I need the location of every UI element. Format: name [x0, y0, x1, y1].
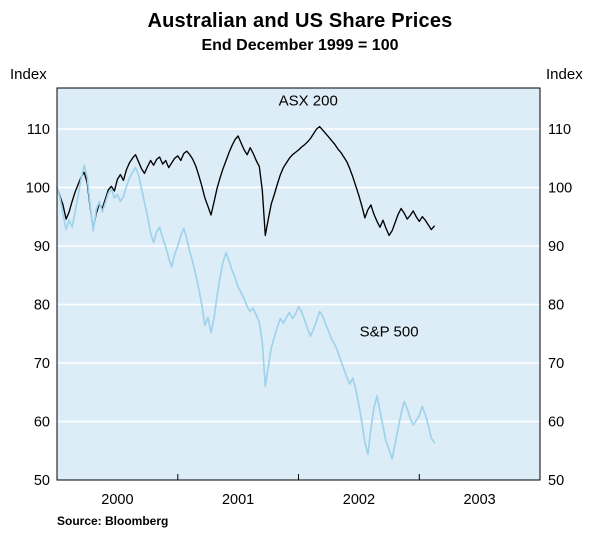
- y-axis-label-left-70: 70: [34, 356, 50, 372]
- series-label-asx-200: ASX 200: [279, 93, 338, 110]
- source-note: Source: Bloomberg: [57, 514, 169, 528]
- y-axis-label-left-110: 110: [27, 122, 50, 138]
- y-axis-label-right-90: 90: [548, 239, 564, 255]
- y-axis-label-left-100: 100: [26, 181, 50, 197]
- y-axis-label-right-60: 60: [548, 415, 564, 431]
- y-axis-label-left-50: 50: [34, 473, 50, 489]
- y-axis-unit-left: Index: [10, 66, 47, 83]
- y-axis-label-right-100: 100: [548, 181, 572, 197]
- plot-frame: [56, 87, 541, 481]
- x-axis-label-2000: 2000: [101, 492, 133, 508]
- y-axis-label-right-50: 50: [548, 473, 564, 489]
- y-axis-label-left-80: 80: [34, 298, 50, 314]
- y-axis-label-right-110: 110: [548, 122, 571, 138]
- x-axis-label-2003: 2003: [463, 492, 495, 508]
- y-axis-label-right-70: 70: [548, 356, 564, 372]
- chart-subtitle: End December 1999 = 100: [201, 37, 399, 54]
- y-axis-label-right-80: 80: [548, 298, 564, 314]
- y-axis-label-left-90: 90: [34, 239, 50, 255]
- series-line-sp-500: [56, 164, 436, 460]
- chart-title: Australian and US Share Prices: [147, 10, 453, 32]
- x-axis-label-2001: 2001: [222, 492, 254, 508]
- x-axis-label-2002: 2002: [343, 492, 375, 508]
- series-label-sp-500: S&P 500: [360, 324, 419, 341]
- y-axis-label-left-60: 60: [34, 415, 50, 431]
- plot-background: [57, 88, 540, 480]
- series-line-asx-200: [56, 125, 435, 237]
- y-axis-unit-right: Index: [546, 66, 583, 83]
